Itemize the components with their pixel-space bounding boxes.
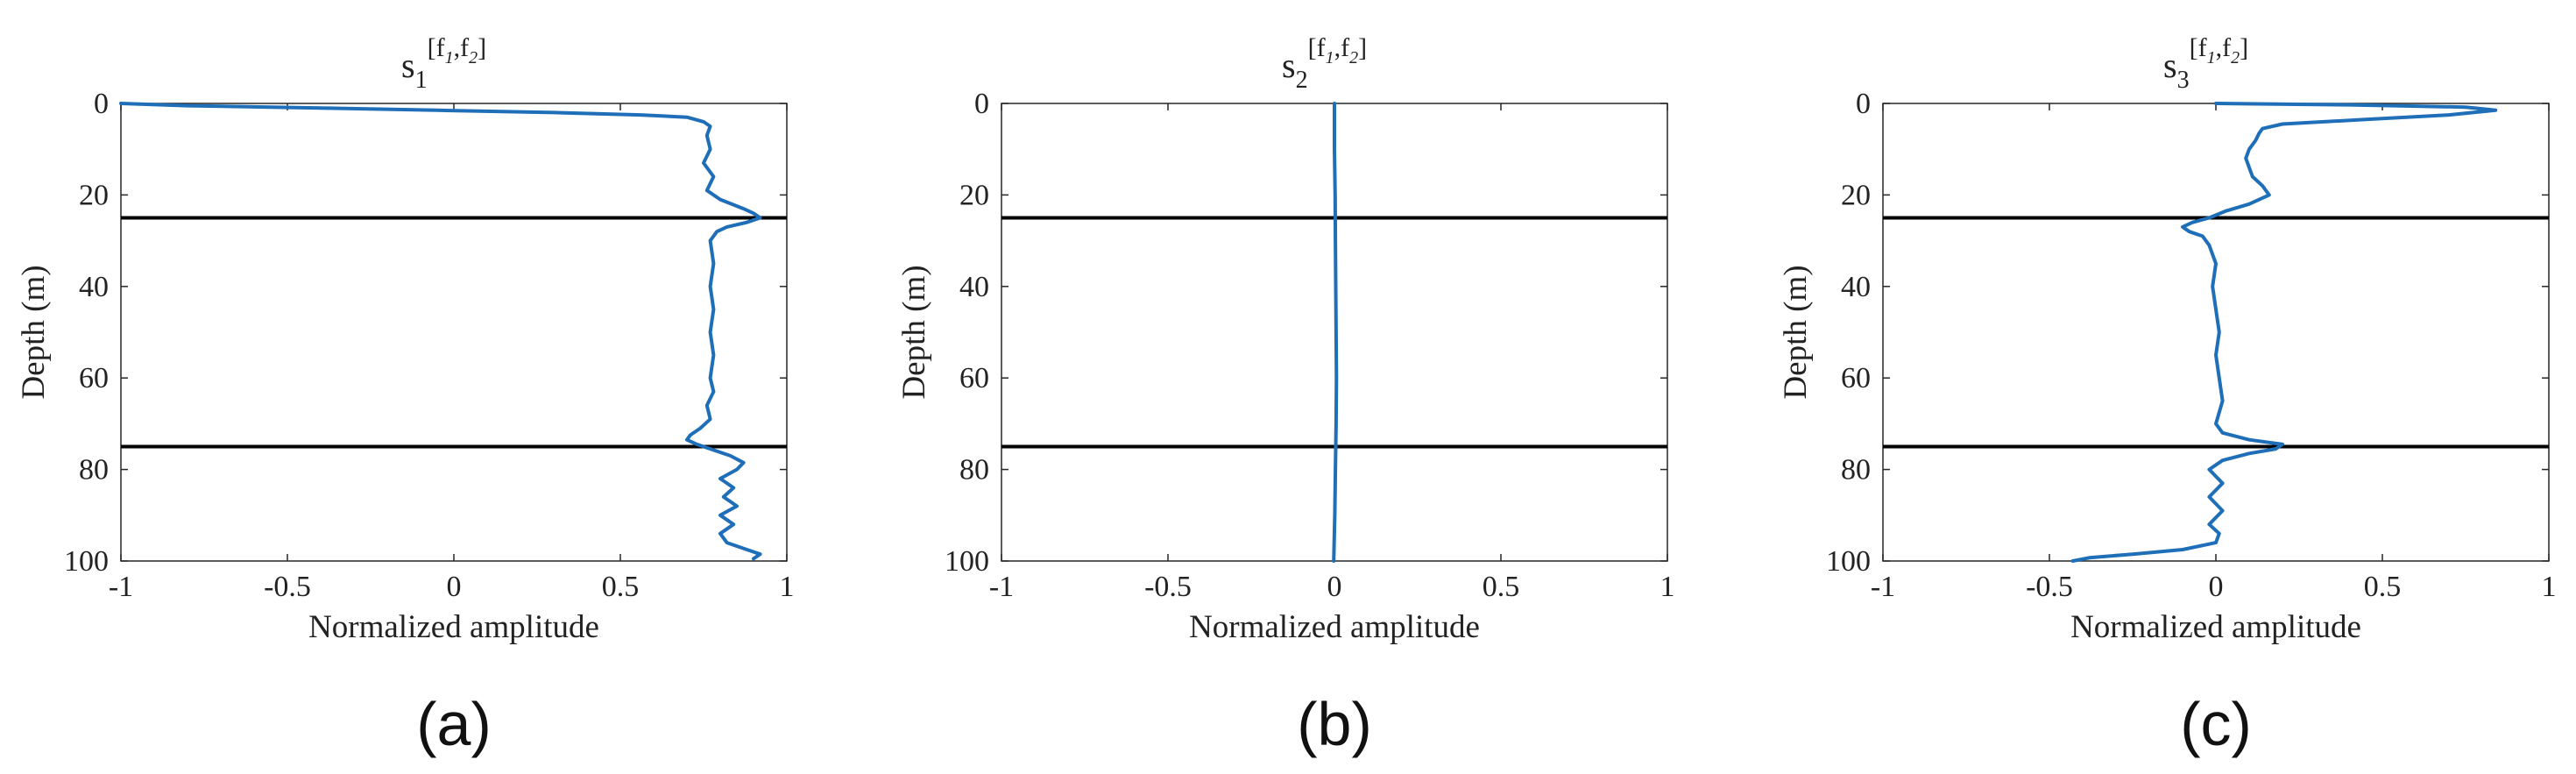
- x-tick-label: 1: [2542, 571, 2557, 603]
- y-tick-label: 60: [1841, 362, 1871, 394]
- panel-title: s1[f1,f2]: [401, 33, 486, 94]
- title-superscript-close: ]: [1358, 33, 1367, 62]
- x-tick-label: -0.5: [2026, 571, 2073, 603]
- x-tick-label: 1: [1660, 571, 1675, 603]
- y-tick-label: 20: [79, 179, 109, 211]
- title-base: s: [1282, 46, 1296, 85]
- x-tick-label: -0.5: [264, 571, 311, 603]
- title-base: s: [401, 46, 415, 85]
- panel-letter: (c): [2180, 690, 2252, 758]
- y-tick-label: 60: [959, 362, 989, 394]
- x-tick-label: -1: [989, 571, 1014, 603]
- y-tick-label: 100: [1826, 545, 1871, 578]
- title-superscript-close: ]: [478, 33, 486, 62]
- y-tick-label: 0: [1856, 88, 1871, 120]
- x-tick-label: 0.5: [602, 571, 640, 603]
- y-tick-label: 0: [94, 88, 109, 120]
- title-subscript: 2: [1296, 67, 1308, 94]
- y-tick-label: 100: [64, 545, 109, 578]
- panel-letter: (b): [1297, 690, 1372, 758]
- x-tick-label: 0: [1327, 571, 1342, 603]
- title-sup-subscript-1: 1: [445, 48, 454, 67]
- title-subscript: 1: [415, 67, 428, 94]
- x-tick-label: 0: [2209, 571, 2224, 603]
- title-subscript: 3: [2177, 67, 2190, 94]
- panel-title: s3[f1,f2]: [2163, 33, 2248, 94]
- y-tick-label: 80: [1841, 454, 1871, 486]
- y-tick-label: 40: [79, 271, 109, 303]
- series-line: [119, 102, 762, 561]
- title-base: s: [2163, 46, 2177, 85]
- x-tick-label: -0.5: [1144, 571, 1192, 603]
- x-tick-label: 0.5: [1483, 571, 1520, 603]
- panel-letter: (a): [416, 690, 492, 758]
- y-tick-label: 20: [959, 179, 989, 211]
- title-sup-subscript-2: 2: [2231, 48, 2240, 67]
- y-axis-label: Depth (m): [16, 265, 52, 399]
- title-superscript-close: ]: [2240, 33, 2248, 62]
- panel-b: -1 -0.5 0 0.5 1 0 20 40 60 80 100 Normalized amplit…: [896, 33, 1675, 758]
- title-sup-subscript-1: 1: [1326, 48, 1334, 67]
- x-axis-label: Normalized amplitude: [308, 609, 599, 645]
- panel-title: s2[f1,f2]: [1282, 33, 1367, 94]
- x-axis-label: Normalized amplitude: [2070, 609, 2361, 645]
- y-tick-label: 0: [974, 88, 989, 120]
- title-superscript: [f: [2190, 33, 2207, 62]
- title-sup-subscript-2: 2: [1349, 48, 1358, 67]
- y-tick-label: 80: [79, 454, 109, 486]
- title-superscript-2: ,f: [454, 33, 470, 62]
- series-line: [2070, 102, 2498, 563]
- x-axis-label: Normalized amplitude: [1189, 609, 1480, 645]
- title-superscript-2: ,f: [2216, 33, 2232, 62]
- title-superscript: [f: [428, 33, 445, 62]
- y-tick-label: 60: [79, 362, 109, 394]
- y-axis-label: Depth (m): [896, 265, 932, 399]
- y-tick-label: 80: [959, 454, 989, 486]
- panel-c: -1 -0.5 0 0.5 1 0 20 40 60 80 100 Normalized amplit…: [1778, 33, 2557, 758]
- axes-box: [120, 103, 788, 562]
- y-tick-label: 40: [959, 271, 989, 303]
- y-axis-label: Depth (m): [1778, 265, 1814, 399]
- x-tick-label: -1: [109, 571, 133, 603]
- y-tick-label: 40: [1841, 271, 1871, 303]
- x-tick-label: 1: [780, 571, 795, 603]
- title-superscript: [f: [1308, 33, 1326, 62]
- x-tick-label: 0: [447, 571, 462, 603]
- panel-a: -1 -0.5 0 0.5 1 0 20 40 60 80 100 Normalized amplit…: [16, 33, 795, 758]
- title-superscript-2: ,f: [1334, 33, 1350, 62]
- series-line: [1332, 102, 1339, 563]
- x-tick-label: -1: [1871, 571, 1895, 603]
- title-sup-subscript-1: 1: [2207, 48, 2216, 67]
- x-tick-label: 0.5: [2364, 571, 2402, 603]
- y-tick-label: 20: [1841, 179, 1871, 211]
- y-tick-label: 100: [945, 545, 989, 578]
- title-sup-subscript-2: 2: [469, 48, 478, 67]
